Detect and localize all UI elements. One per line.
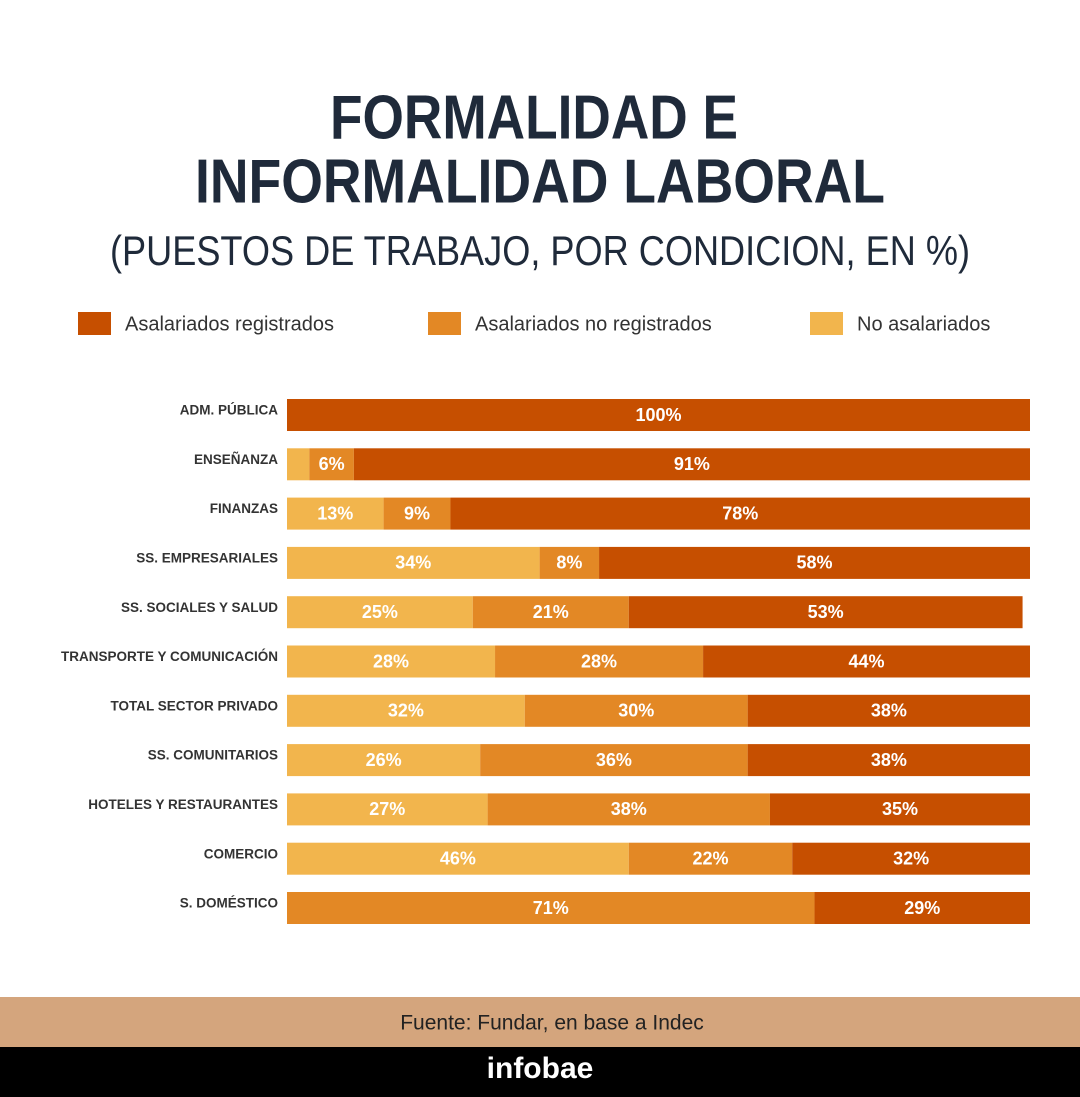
value-label: 26%	[366, 750, 402, 770]
legend-label: Asalariados no registrados	[475, 313, 712, 335]
bar-segment	[287, 744, 481, 777]
value-label: 78%	[722, 503, 758, 523]
bar-segment	[747, 744, 1030, 777]
value-label: 34%	[395, 553, 431, 573]
chart-title: FORMALIDAD E	[330, 83, 738, 152]
category-label: SS. SOCIALES Y SALUD	[121, 600, 278, 615]
bar-segment	[628, 596, 1023, 629]
bar-segment	[487, 793, 770, 826]
value-label: 22%	[692, 848, 728, 868]
category-label: COMERCIO	[204, 846, 278, 861]
category-label: TOTAL SECTOR PRIVADO	[110, 698, 278, 713]
brand: infobae	[487, 1052, 594, 1085]
category-label: HOTELES Y RESTAURANTES	[88, 797, 278, 812]
brand-band	[0, 1047, 1080, 1097]
value-label: 32%	[893, 848, 929, 868]
value-label: 38%	[611, 799, 647, 819]
bar-segment	[287, 399, 1030, 431]
bar-segment	[287, 497, 384, 530]
value-label: 25%	[362, 602, 398, 622]
value-label: 46%	[440, 848, 476, 868]
bar-segment	[539, 546, 600, 579]
value-label: 30%	[618, 701, 654, 721]
chart-subtitle: (PUESTOS DE TRABAJO, POR CONDICION, EN %…	[110, 227, 970, 274]
value-label: 38%	[871, 750, 907, 770]
category-label: ENSEÑANZA	[194, 452, 278, 467]
bar-segment	[287, 645, 496, 678]
bar-segment	[480, 744, 748, 777]
bar-segment	[450, 497, 1031, 530]
bar-segment	[287, 793, 488, 826]
bar-segment	[628, 842, 793, 875]
value-label: 36%	[596, 750, 632, 770]
value-label: 71%	[533, 898, 569, 918]
bar-segment	[287, 596, 473, 629]
bar-segment	[524, 694, 748, 727]
value-label: 100%	[635, 405, 681, 425]
bar-segment	[472, 596, 629, 629]
bar-segment	[495, 645, 704, 678]
footer-band	[0, 997, 1080, 1047]
legend-label: Asalariados registrados	[125, 313, 334, 335]
category-label: ADM. PÚBLICA	[180, 403, 278, 418]
value-label: 21%	[533, 602, 569, 622]
bar-segment	[309, 448, 354, 481]
bar-segment	[747, 694, 1030, 727]
value-label: 38%	[871, 701, 907, 721]
value-label: 28%	[581, 651, 617, 671]
category-label: TRANSPORTE Y COMUNICACIÓN	[61, 649, 278, 664]
category-label: SS. COMUNITARIOS	[148, 748, 278, 763]
source: Fuente: Fundar, en base a Indec	[400, 1012, 704, 1035]
bar-segment	[287, 892, 815, 924]
chart-title: INFORMALIDAD LABORAL	[195, 147, 885, 216]
bar-segment	[814, 892, 1030, 924]
value-label: 13%	[317, 503, 353, 523]
category-label: SS. EMPRESARIALES	[136, 550, 278, 565]
value-label: 9%	[404, 503, 430, 523]
bar-segment	[287, 842, 629, 875]
value-label: 29%	[904, 898, 940, 918]
bar-segment	[287, 694, 525, 727]
bar-segment	[383, 497, 451, 530]
bar-segment	[792, 842, 1030, 875]
bar-segment	[287, 448, 310, 481]
bar-segment	[353, 448, 1030, 481]
legend-label: No asalariados	[857, 313, 990, 335]
value-label: 8%	[556, 553, 582, 573]
category-label: S. DOMÉSTICO	[180, 896, 278, 911]
value-label: 44%	[849, 651, 885, 671]
value-label: 28%	[373, 651, 409, 671]
bar-segment	[287, 546, 540, 579]
bar-segment	[769, 793, 1030, 826]
category-label: FINANZAS	[210, 501, 278, 516]
value-label: 58%	[797, 553, 833, 573]
bar-segment	[703, 645, 1030, 678]
legend-swatch	[810, 312, 843, 335]
value-label: 27%	[369, 799, 405, 819]
value-label: 32%	[388, 701, 424, 721]
value-label: 6%	[319, 454, 345, 474]
legend-swatch	[78, 312, 111, 335]
value-label: 91%	[674, 454, 710, 474]
value-label: 35%	[882, 799, 918, 819]
legend-swatch	[428, 312, 461, 335]
value-label: 53%	[808, 602, 844, 622]
bar-segment	[599, 546, 1030, 579]
